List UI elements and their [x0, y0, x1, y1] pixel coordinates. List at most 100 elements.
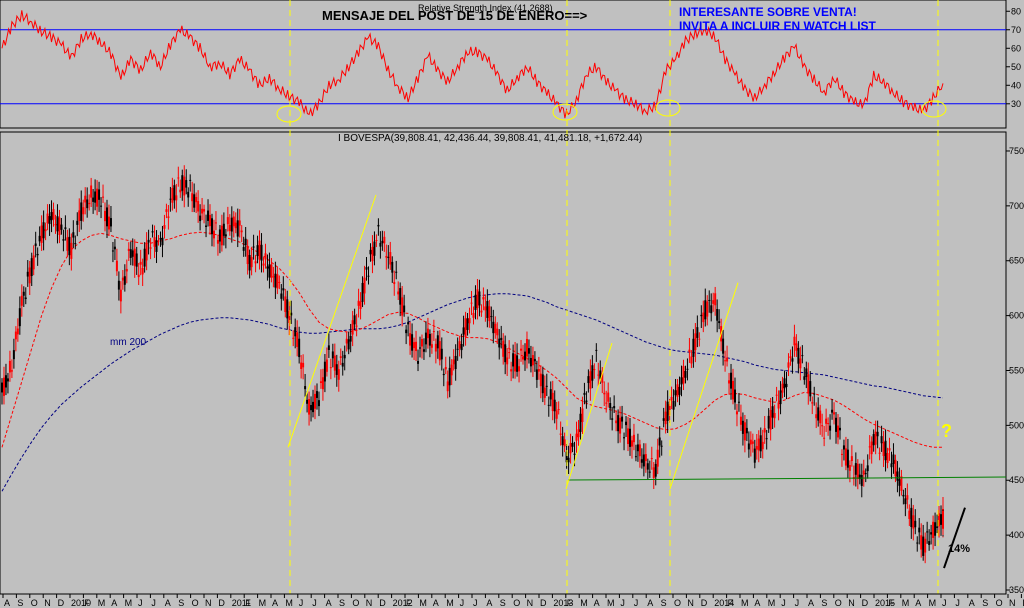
candle-body	[846, 449, 849, 468]
x-tick-label: J	[299, 598, 304, 608]
candle-body	[809, 381, 812, 397]
rsi-line	[1, 10, 944, 119]
candle-body	[264, 253, 267, 260]
price-tick-label: 45000	[1009, 475, 1024, 485]
candle-body	[924, 538, 927, 553]
candle-body	[369, 249, 372, 255]
candle-body	[866, 465, 869, 472]
candle-body	[391, 261, 394, 273]
candle-body	[92, 197, 95, 202]
candle-body	[605, 402, 608, 404]
candle-body	[650, 458, 653, 460]
candle-body	[741, 420, 744, 434]
candle-body	[474, 294, 477, 310]
x-tick-label: J	[473, 598, 478, 608]
x-tick-label: S	[339, 598, 345, 608]
candle-body	[193, 194, 196, 208]
candle-body	[98, 189, 101, 200]
candle-body	[464, 318, 467, 337]
candle-body	[80, 202, 83, 221]
candle-body	[407, 322, 410, 325]
candle-body	[335, 364, 338, 375]
x-tick-label: M	[902, 598, 910, 608]
candle-body	[482, 296, 485, 300]
candle-body	[769, 410, 772, 430]
x-tick-label: M	[446, 598, 454, 608]
candle-body	[823, 437, 826, 439]
x-tick-label: N	[687, 598, 694, 608]
candle-body	[670, 396, 673, 401]
candle-body	[815, 414, 818, 419]
candle-body	[646, 463, 649, 470]
candle-body	[415, 341, 418, 352]
x-tick-label: D	[540, 598, 547, 608]
candle-body	[115, 260, 118, 272]
candle-body	[835, 417, 838, 432]
candle-body	[563, 439, 566, 447]
candle-body	[672, 400, 675, 410]
candle-body	[545, 385, 548, 387]
rsi-tick-label: 80	[1011, 6, 1021, 16]
candle-body	[696, 327, 699, 338]
candle-body	[739, 416, 742, 425]
candle-body	[214, 222, 217, 224]
candle-body	[508, 352, 511, 354]
candle-body	[926, 531, 929, 533]
candle-body	[551, 392, 554, 412]
candle-body	[525, 338, 528, 357]
x-tick-label: N	[366, 598, 373, 608]
candle-body	[599, 370, 602, 379]
candle-body	[411, 334, 414, 351]
candle-body	[543, 387, 546, 398]
candle-body	[121, 277, 124, 281]
candle-body	[315, 391, 318, 398]
candle-body	[690, 356, 693, 364]
candle-body	[884, 440, 887, 461]
candle-body	[514, 354, 517, 372]
candle-body	[292, 337, 295, 339]
candle-body	[611, 418, 614, 420]
candle-body	[52, 209, 55, 220]
candle-body	[450, 364, 453, 376]
x-tick-label: A	[808, 598, 814, 608]
x-tick-label: J	[634, 598, 639, 608]
candle-body	[593, 368, 596, 371]
candle-body	[310, 405, 313, 411]
candle-body	[123, 276, 126, 285]
candle-body	[84, 195, 87, 203]
x-tick-label: J	[955, 598, 960, 608]
candle-body	[254, 261, 257, 264]
candle-body	[210, 218, 213, 235]
support-line	[567, 476, 1007, 481]
candle-body	[882, 442, 885, 457]
candle-body	[749, 439, 752, 445]
candle-body	[682, 366, 685, 384]
x-tick-label: D	[701, 598, 708, 608]
candle-body	[634, 456, 637, 458]
price-tick-label: 65000	[1009, 256, 1024, 266]
candle-body	[504, 344, 507, 363]
candle-body	[555, 410, 558, 419]
candle-body	[345, 338, 348, 344]
candle-body	[109, 218, 112, 227]
candle-body	[159, 238, 162, 240]
x-tick-label: O	[674, 598, 681, 608]
candle-body	[76, 220, 79, 225]
candle-body	[704, 300, 707, 320]
question-mark: ?	[941, 421, 952, 441]
candle-body	[383, 236, 386, 244]
x-tick-label: D	[1022, 598, 1024, 608]
candle-body	[892, 454, 895, 464]
candle-body	[617, 415, 620, 432]
candle-body	[90, 185, 93, 198]
candle-body	[662, 418, 665, 421]
candle-body	[644, 454, 647, 462]
x-tick-label: S	[17, 598, 23, 608]
candle-body	[72, 232, 75, 238]
candle-body	[365, 267, 368, 270]
candle-body	[147, 239, 150, 243]
candle-body	[613, 406, 616, 409]
candle-body	[759, 435, 762, 452]
candle-body	[565, 451, 568, 463]
price-tick-label: 50000	[1009, 420, 1024, 430]
